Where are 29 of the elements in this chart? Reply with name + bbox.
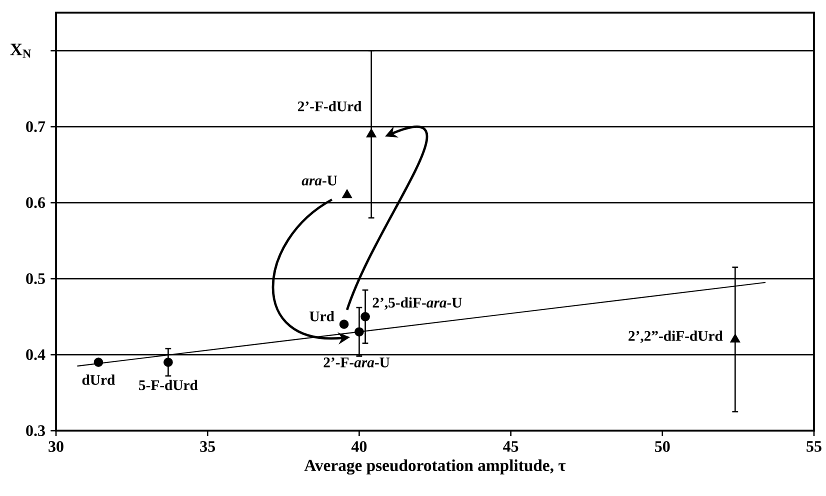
- annotation: ara-U: [302, 176, 338, 186]
- x-tick-label: 55: [806, 441, 822, 452]
- y-axis-title: X$_{N}$: [10, 44, 32, 58]
- point: [366, 128, 376, 138]
- x-tick-label: 50: [655, 441, 670, 452]
- annotation: 2’,5-diF-ara-U: [372, 297, 462, 310]
- x-tick-label: 45: [503, 441, 518, 452]
- annotation: 2’-F-dUrd: [298, 101, 362, 112]
- y-tick-label: 0.6: [26, 197, 46, 208]
- point: [730, 334, 740, 343]
- x-tick-label: 35: [200, 441, 216, 452]
- point: [360, 312, 370, 322]
- x-tick-label: 30: [48, 441, 64, 452]
- y-tick-label: 0.5: [26, 273, 45, 284]
- annotation: 5-F-dUrd: [139, 380, 198, 390]
- point: [354, 327, 364, 337]
- x-axis-title: Average pseudorotation amplitude, τ: [304, 459, 566, 475]
- annotation: Urd: [310, 311, 334, 322]
- point: [164, 358, 173, 367]
- y-tick-label: 0.3: [26, 425, 45, 436]
- y-tick-label: 0.4: [26, 349, 46, 360]
- point: [94, 358, 104, 367]
- annotation: 2’-F-ara-U: [324, 357, 390, 368]
- y-tick-label: 0.7: [26, 121, 46, 132]
- x-tick-label: 40: [351, 441, 367, 452]
- annotation: dUrd: [82, 374, 115, 385]
- point: [342, 189, 352, 198]
- annotation: 2’,2”-diF-dUrd: [628, 330, 723, 344]
- point: [339, 320, 349, 329]
